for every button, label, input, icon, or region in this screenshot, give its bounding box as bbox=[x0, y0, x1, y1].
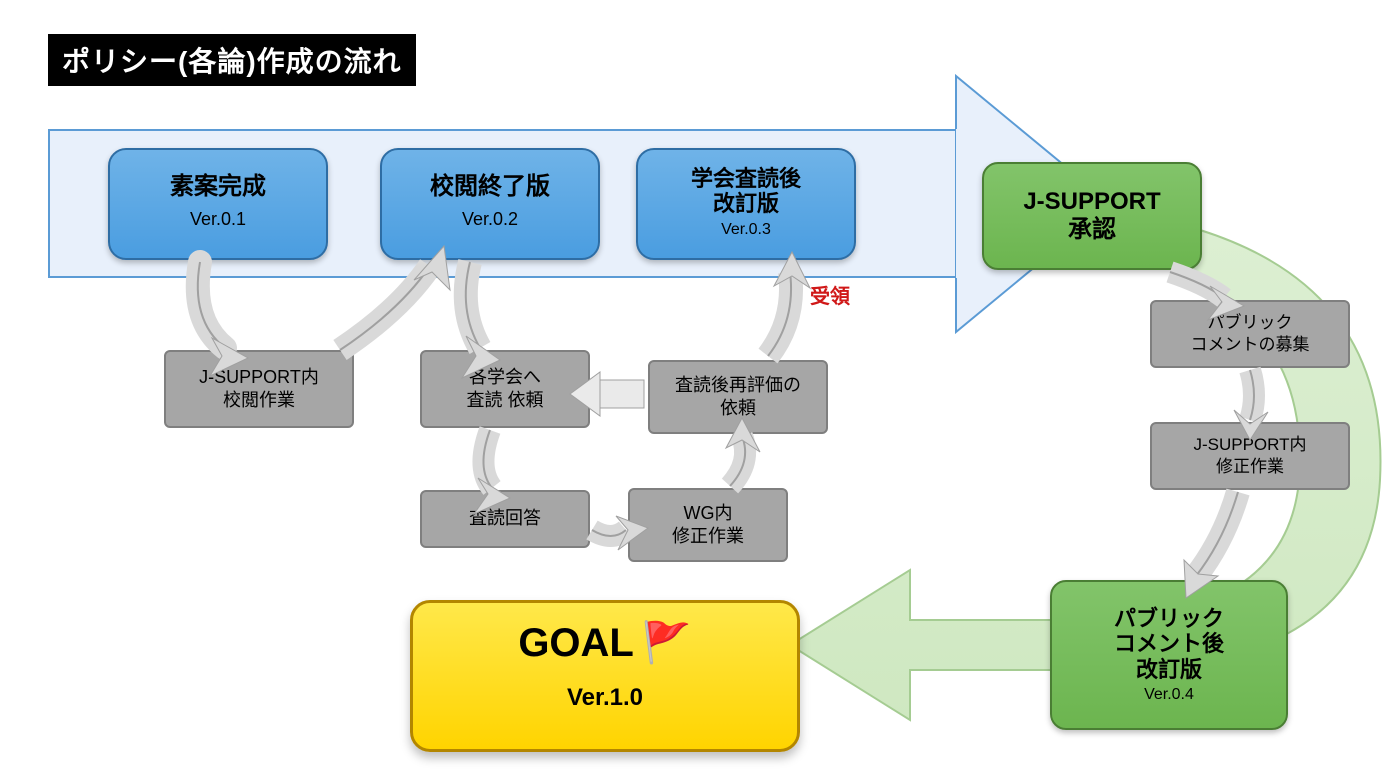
task-society-review-req: 各学会へ 査読 依頼 bbox=[420, 350, 590, 428]
diagram-title: ポリシー(各論)作成の流れ bbox=[48, 34, 416, 86]
task-wg-fix: WG内 修正作業 bbox=[628, 488, 788, 562]
node-sub: Ver.0.3 bbox=[638, 221, 854, 239]
node-title: 素案完成 bbox=[110, 166, 326, 201]
node-title: パブリック コメント後 改訂版 bbox=[1114, 606, 1224, 682]
node-sub: Ver.0.1 bbox=[110, 209, 326, 230]
node-title: 校閲終了版 bbox=[382, 166, 598, 201]
band-join-mask bbox=[956, 129, 960, 278]
diagram-stage: ポリシー(各論)作成の流れ 素案完成 Ver.0.1 校閲終了版 Ver.0.2… bbox=[0, 0, 1400, 781]
node-public-comment-rev: パブリック コメント後 改訂版 Ver.0.4 bbox=[1050, 580, 1288, 730]
node-sub: Ver.0.2 bbox=[382, 209, 598, 230]
node-after-review-revised: 学会査読後 改訂版 Ver.0.3 bbox=[636, 148, 856, 260]
flag-icon: 🚩 bbox=[642, 621, 692, 665]
task-reeval-req: 査読後再評価の 依頼 bbox=[648, 360, 828, 434]
goal-title-text: GOAL bbox=[518, 621, 634, 665]
goal-title: GOAL🚩 bbox=[413, 619, 797, 666]
task-review-reply: 査読回答 bbox=[420, 490, 590, 548]
node-proofread-done: 校閲終了版 Ver.0.2 bbox=[380, 148, 600, 260]
node-title: 学会査読後 改訂版 bbox=[638, 166, 854, 217]
task-jsupport-fix: J-SUPPORT内 修正作業 bbox=[1150, 422, 1350, 490]
node-draft-complete: 素案完成 Ver.0.1 bbox=[108, 148, 328, 260]
task-jsupport-proof: J-SUPPORT内 校閲作業 bbox=[164, 350, 354, 428]
node-jsupport-approve: J-SUPPORT 承認 bbox=[982, 162, 1202, 270]
node-goal: GOAL🚩 Ver.1.0 bbox=[410, 600, 800, 752]
node-title-text: 学会査読後 改訂版 bbox=[691, 166, 801, 216]
task-public-comment-call: パブリック コメントの募集 bbox=[1150, 300, 1350, 368]
node-sub: Ver.0.4 bbox=[1144, 686, 1194, 704]
label-received: 受領 bbox=[810, 280, 850, 309]
node-title: J-SUPPORT 承認 bbox=[1023, 188, 1160, 243]
goal-sub: Ver.1.0 bbox=[413, 684, 797, 712]
